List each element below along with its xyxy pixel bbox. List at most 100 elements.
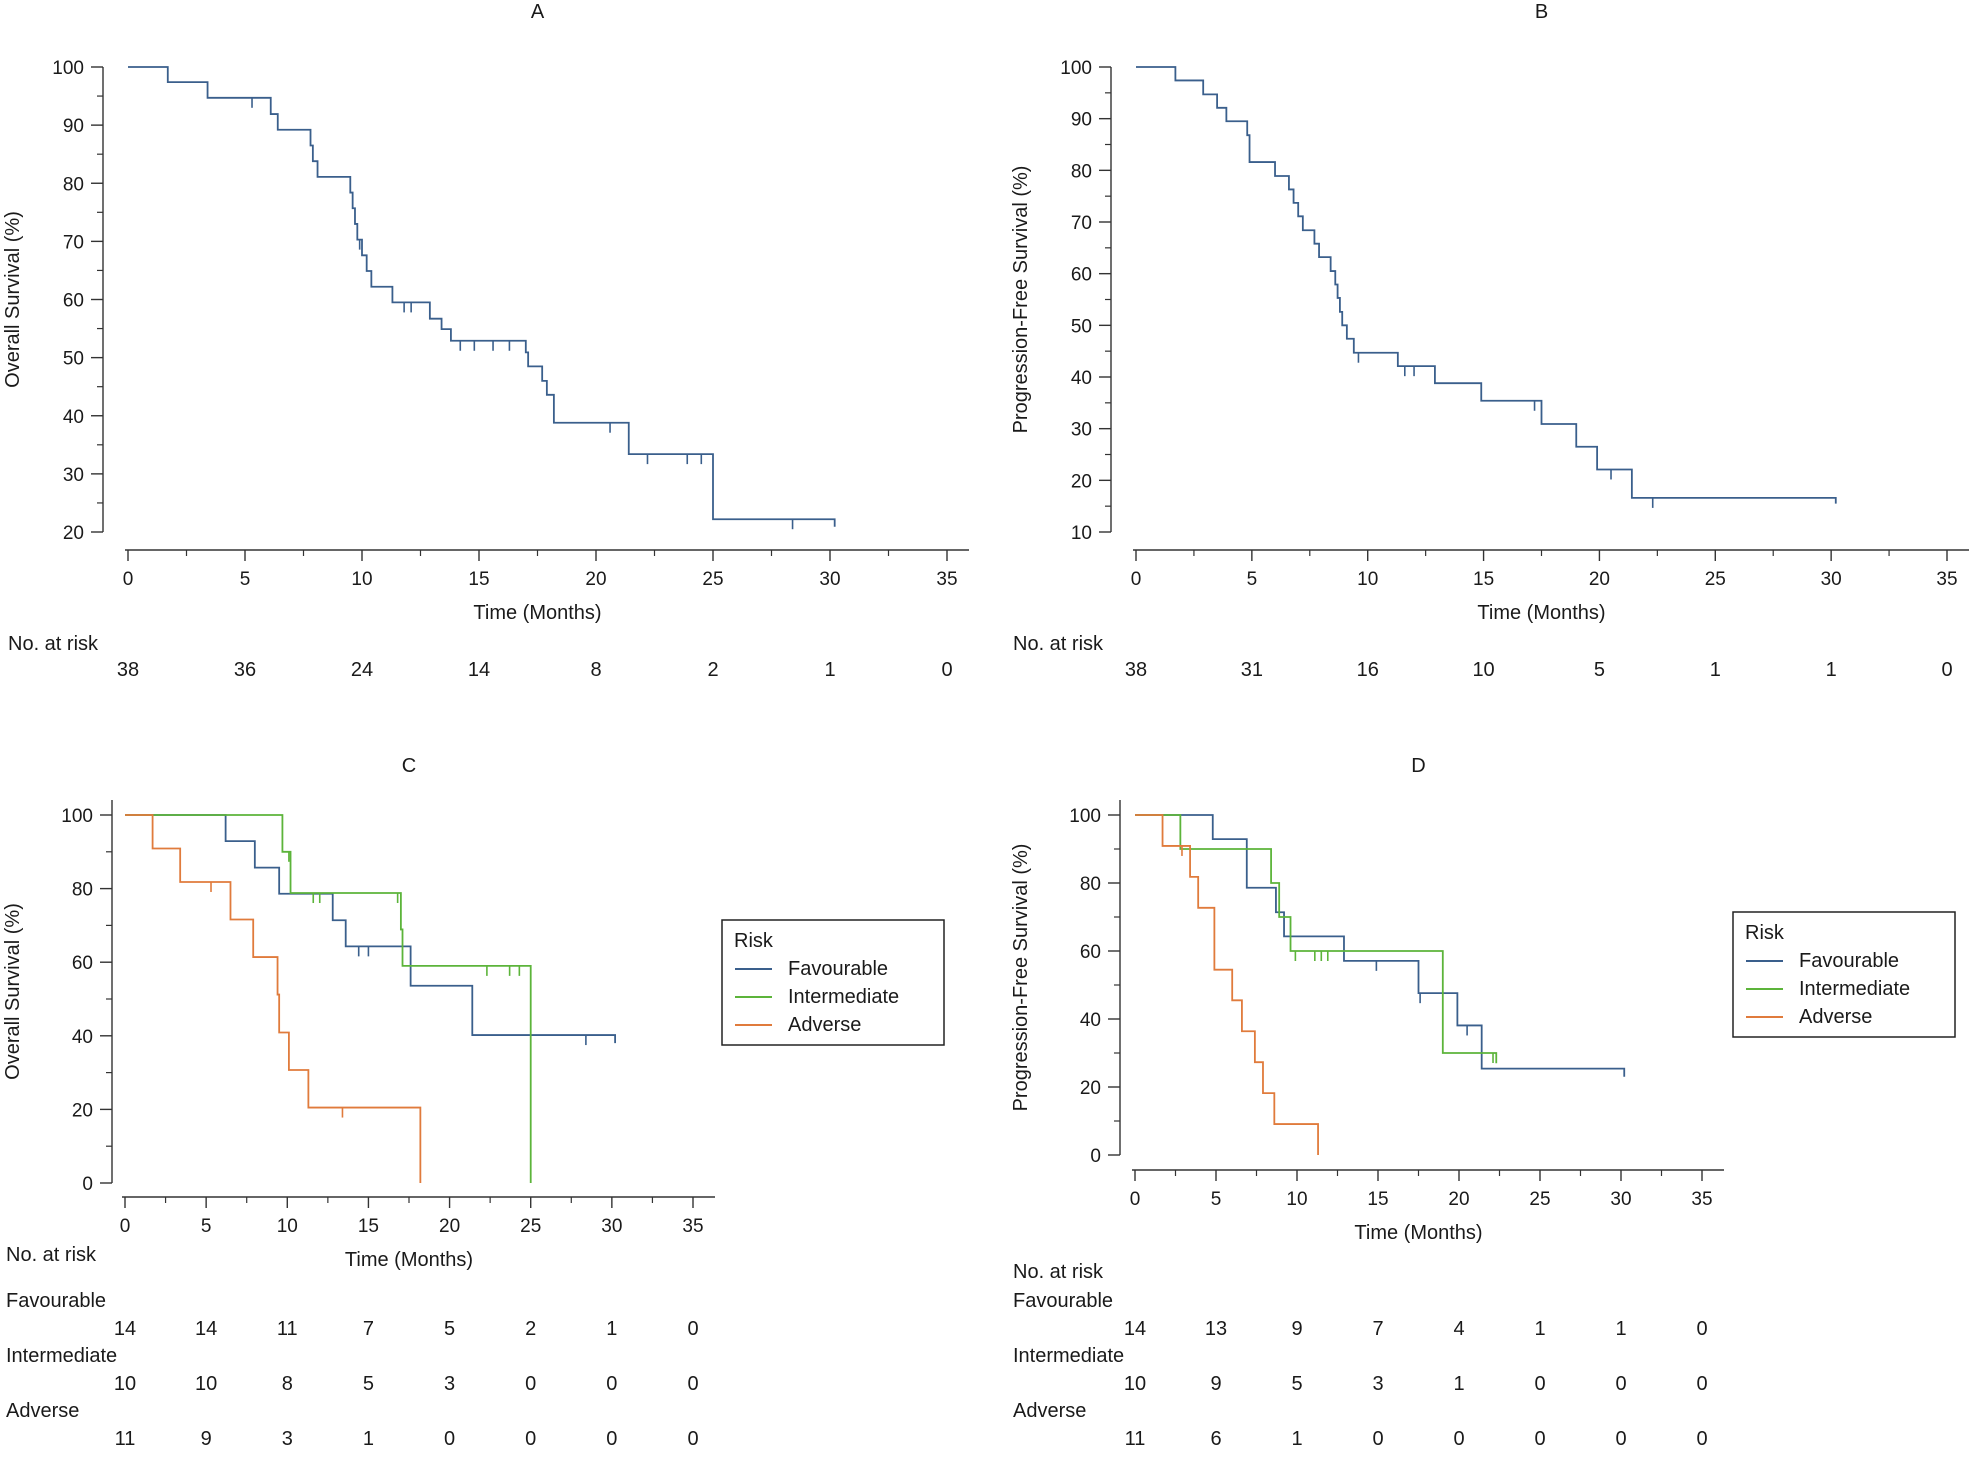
x-tick-label: 0 bbox=[123, 569, 134, 590]
risk-count: 5 bbox=[363, 1373, 374, 1395]
y-tick-label: 90 bbox=[63, 116, 84, 137]
y-tick-label: 0 bbox=[82, 1174, 93, 1195]
y-tick-label: 20 bbox=[63, 523, 84, 544]
x-tick-label: 5 bbox=[240, 569, 251, 590]
legend-entry: Intermediate bbox=[788, 986, 899, 1008]
x-tick-label: 10 bbox=[1357, 569, 1378, 590]
y-tick-label: 80 bbox=[1071, 161, 1092, 182]
risk-count: 3 bbox=[1372, 1373, 1383, 1395]
x-tick-label: 30 bbox=[1610, 1189, 1631, 1210]
x-tick-label: 15 bbox=[1473, 569, 1494, 590]
risk-count: 10 bbox=[195, 1373, 217, 1395]
risk-count: 10 bbox=[1472, 659, 1494, 681]
x-tick-label: 20 bbox=[439, 1216, 460, 1237]
km-curve-adverse bbox=[125, 814, 422, 1183]
y-tick-label: 20 bbox=[72, 1100, 93, 1121]
x-tick-label: 0 bbox=[120, 1216, 131, 1237]
risk-count: 14 bbox=[1124, 1318, 1146, 1340]
km-curve-all-patients bbox=[1136, 66, 1837, 504]
y-tick-label: 60 bbox=[1071, 265, 1092, 286]
risk-count: 24 bbox=[351, 659, 373, 681]
risk-row-label: Intermediate bbox=[1013, 1345, 1124, 1367]
legend-entry: Adverse bbox=[1799, 1006, 1872, 1028]
risk-count: 0 bbox=[606, 1373, 617, 1395]
y-tick-label: 40 bbox=[63, 407, 84, 428]
risk-count: 0 bbox=[1696, 1318, 1707, 1340]
x-tick-label: 25 bbox=[1705, 569, 1726, 590]
risk-count: 11 bbox=[1125, 1428, 1146, 1450]
risk-count: 1 bbox=[1710, 659, 1721, 681]
legend-title: Risk bbox=[1745, 922, 1785, 944]
risk-row-label: Favourable bbox=[6, 1290, 106, 1312]
x-tick-label: 0 bbox=[1130, 1189, 1141, 1210]
risk-count: 1 bbox=[1453, 1373, 1464, 1395]
legend-entry: Intermediate bbox=[1799, 978, 1910, 1000]
risk-count: 2 bbox=[525, 1318, 536, 1340]
risk-count: 0 bbox=[444, 1428, 455, 1450]
x-tick-label: 35 bbox=[1691, 1189, 1712, 1210]
risk-count: 1 bbox=[1615, 1318, 1626, 1340]
risk-count: 31 bbox=[1241, 659, 1263, 681]
risk-count: 8 bbox=[282, 1373, 293, 1395]
risk-count: 14 bbox=[468, 659, 490, 681]
risk-table-header: No. at risk bbox=[6, 1244, 97, 1266]
x-axis-label: Time (Months) bbox=[1477, 602, 1605, 624]
legend: Risk Favourable Intermediate Adverse bbox=[721, 919, 945, 1046]
x-tick-label: 15 bbox=[358, 1216, 379, 1237]
km-curve-intermediate bbox=[125, 814, 532, 1183]
risk-count: 38 bbox=[117, 659, 139, 681]
panel-title: B bbox=[1535, 1, 1548, 23]
risk-table-header: No. at risk bbox=[1013, 1261, 1104, 1283]
legend: Risk Favourable Intermediate Adverse bbox=[1732, 911, 1956, 1038]
x-tick-label: 10 bbox=[351, 569, 372, 590]
risk-count: 7 bbox=[363, 1318, 374, 1340]
risk-count: 4 bbox=[1453, 1318, 1464, 1340]
risk-row-label: Adverse bbox=[6, 1400, 79, 1422]
risk-count: 16 bbox=[1357, 659, 1379, 681]
risk-count: 2 bbox=[707, 659, 718, 681]
y-tick-label: 100 bbox=[61, 806, 93, 827]
risk-count: 0 bbox=[525, 1428, 536, 1450]
risk-count: 0 bbox=[687, 1373, 698, 1395]
risk-count: 0 bbox=[1534, 1428, 1545, 1450]
x-axis-label: Time (Months) bbox=[1354, 1222, 1482, 1244]
y-tick-label: 0 bbox=[1090, 1146, 1101, 1167]
risk-count: 0 bbox=[606, 1428, 617, 1450]
risk-count: 0 bbox=[1615, 1373, 1626, 1395]
panel-title: D bbox=[1411, 755, 1425, 777]
x-tick-label: 30 bbox=[1821, 569, 1842, 590]
x-tick-label: 25 bbox=[520, 1216, 541, 1237]
y-tick-label: 20 bbox=[1080, 1078, 1101, 1099]
risk-count: 11 bbox=[277, 1318, 298, 1340]
risk-count: 0 bbox=[1534, 1373, 1545, 1395]
x-tick-label: 15 bbox=[1367, 1189, 1388, 1210]
risk-count: 0 bbox=[1696, 1373, 1707, 1395]
x-tick-label: 30 bbox=[601, 1216, 622, 1237]
km-curve-favourable bbox=[1135, 814, 1626, 1077]
x-tick-label: 15 bbox=[468, 569, 489, 590]
risk-row-label: Favourable bbox=[1013, 1290, 1113, 1312]
x-tick-label: 25 bbox=[702, 569, 723, 590]
risk-table: No. at risk 38 36 24 14 8 2 1 0 bbox=[8, 633, 953, 681]
risk-count: 1 bbox=[1826, 659, 1837, 681]
y-tick-label: 100 bbox=[1069, 806, 1101, 827]
risk-row-label: Intermediate bbox=[6, 1345, 117, 1367]
risk-count: 11 bbox=[115, 1428, 136, 1450]
y-tick-label: 40 bbox=[1071, 368, 1092, 389]
y-tick-label: 80 bbox=[72, 880, 93, 901]
risk-count: 9 bbox=[201, 1428, 212, 1450]
risk-count: 0 bbox=[1696, 1428, 1707, 1450]
risk-count: 9 bbox=[1210, 1373, 1221, 1395]
km-curve-intermediate bbox=[1135, 814, 1498, 1064]
risk-count: 14 bbox=[114, 1318, 136, 1340]
y-axis-label: Progression-Free Survival (%) bbox=[1010, 844, 1032, 1112]
x-tick-label: 35 bbox=[1936, 569, 1957, 590]
